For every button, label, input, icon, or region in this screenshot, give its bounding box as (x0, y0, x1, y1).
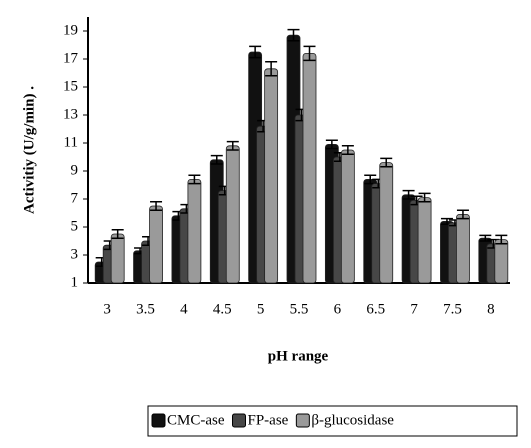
y-tick-label: 15 (63, 78, 78, 94)
legend-label: CMC-ase (167, 412, 225, 428)
x-tick-label: 6.5 (366, 301, 385, 317)
bar (149, 205, 163, 284)
error-bar (210, 154, 223, 165)
x-axis-label: pH range (268, 348, 329, 364)
bar (379, 162, 394, 284)
legend-box (147, 405, 518, 437)
y-tick-label: 3 (71, 246, 79, 262)
bar (302, 53, 317, 284)
legend-label: β-glucosidase (311, 412, 394, 428)
bar (340, 149, 355, 284)
bar (494, 239, 509, 284)
bar (110, 233, 125, 284)
y-tick-label: 5 (71, 218, 79, 234)
error-bar (249, 45, 262, 59)
error-bar (150, 201, 163, 211)
error-bar (418, 192, 431, 203)
error-bar (380, 157, 393, 168)
legend-label: FP-ase (248, 412, 289, 428)
error-bar (479, 234, 492, 242)
y-tick-label: 1 (71, 274, 79, 290)
x-tick-label: 3.5 (136, 301, 155, 317)
y-tick-label: 17 (63, 50, 79, 66)
y-axis-label: Activitiy (U/g/min) . (21, 86, 37, 214)
y-tick-label: 7 (71, 190, 79, 206)
bar (225, 145, 240, 284)
x-tick-label: 5 (257, 301, 265, 317)
legend-swatch (232, 413, 246, 428)
legend-swatch (151, 413, 166, 428)
y-tick-label: 13 (63, 106, 78, 122)
y-tick-label: 9 (71, 162, 79, 178)
y-tick-label: 19 (63, 22, 78, 38)
error-bar (226, 140, 239, 151)
error-bar (495, 234, 508, 245)
error-bar (111, 229, 124, 239)
error-bar (303, 45, 316, 62)
error-bar (456, 209, 469, 220)
x-tick-label: 7 (410, 301, 418, 317)
error-bar (188, 174, 201, 185)
error-bar (402, 189, 415, 200)
y-tick-label: 11 (64, 134, 78, 150)
x-tick-label: 8 (487, 301, 495, 317)
x-tick-label: 7.5 (443, 301, 462, 317)
error-bar (325, 139, 338, 150)
x-tick-label: 6 (334, 301, 342, 317)
error-bar (265, 61, 278, 77)
legend-swatch (295, 413, 310, 428)
x-tick-label: 4.5 (213, 301, 232, 317)
bar (417, 197, 432, 284)
bar (187, 178, 202, 284)
error-bar (287, 28, 300, 42)
bar (456, 213, 470, 284)
bar (264, 68, 279, 284)
x-tick-label: 5.5 (290, 301, 309, 317)
error-bar (341, 145, 354, 155)
x-tick-label: 4 (180, 301, 188, 317)
x-tick-label: 3 (103, 301, 111, 317)
